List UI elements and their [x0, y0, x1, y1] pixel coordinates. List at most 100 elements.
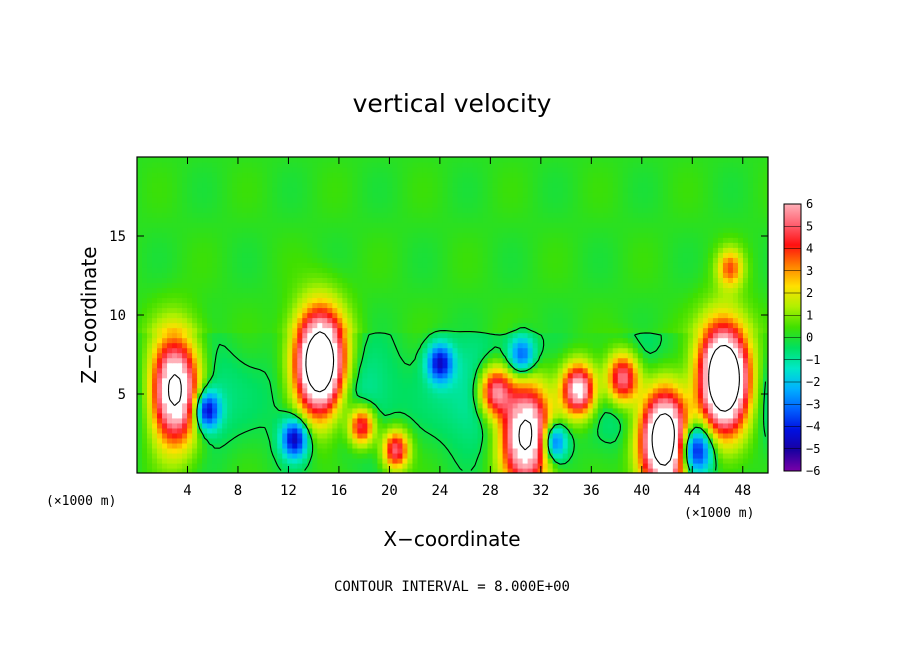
field-cell	[202, 342, 208, 349]
field-cell	[432, 387, 439, 394]
field-cell	[617, 417, 624, 424]
field-cell	[397, 412, 404, 419]
field-cell	[352, 347, 358, 354]
field-cell	[537, 342, 544, 349]
field-cell	[247, 357, 253, 364]
field-cell	[557, 337, 564, 344]
field-cell	[517, 277, 524, 283]
field-cell	[582, 402, 589, 409]
field-cell	[432, 412, 439, 419]
field-cell	[287, 337, 293, 344]
field-cell	[322, 442, 328, 449]
field-cell	[372, 302, 378, 309]
field-cell	[637, 292, 644, 299]
field-cell	[477, 377, 484, 384]
field-cell	[332, 332, 338, 339]
field-cell	[237, 467, 243, 473]
field-cell	[587, 277, 594, 283]
field-cell	[737, 277, 744, 283]
field-cell	[737, 347, 744, 354]
field-cell	[167, 362, 173, 369]
field-cell	[507, 432, 514, 439]
field-cell	[187, 352, 193, 359]
field-cell	[627, 462, 634, 469]
field-cell	[647, 392, 654, 399]
field-cell	[332, 402, 338, 409]
field-cell	[357, 412, 363, 419]
field-cell	[142, 367, 148, 374]
field-cell	[762, 407, 768, 414]
field-cell	[622, 357, 629, 364]
field-cell	[567, 417, 574, 424]
field-cell	[392, 297, 399, 304]
field-cell	[507, 287, 514, 294]
field-cell	[217, 442, 223, 449]
field-cell	[697, 467, 704, 473]
field-cell	[462, 462, 469, 469]
field-cell	[137, 442, 143, 449]
field-cell	[567, 367, 574, 374]
field-cell	[197, 432, 203, 439]
field-cell	[367, 387, 373, 394]
field-cell	[267, 327, 273, 334]
field-cell	[472, 292, 479, 299]
field-cell	[242, 432, 248, 439]
field-cell	[587, 347, 594, 354]
field-cell	[422, 337, 429, 344]
field-cell	[222, 382, 228, 389]
field-cell	[182, 382, 188, 389]
field-cell	[197, 292, 203, 299]
field-cell	[557, 322, 564, 329]
field-cell	[507, 392, 514, 399]
field-cell	[207, 347, 213, 354]
field-cell	[487, 422, 494, 429]
field-cell	[342, 377, 348, 384]
field-cell	[672, 452, 679, 459]
field-cell	[422, 387, 429, 394]
field-cell	[517, 392, 524, 399]
field-cell	[207, 432, 213, 439]
field-cell	[462, 412, 469, 419]
field-cell	[732, 432, 739, 439]
field-cell	[672, 367, 679, 374]
field-cell	[447, 287, 454, 294]
field-cell	[717, 402, 724, 409]
field-cell	[482, 407, 489, 414]
field-cell	[517, 427, 524, 434]
field-cell	[327, 417, 333, 424]
field-cell	[172, 357, 178, 364]
field-cell	[187, 277, 193, 283]
field-cell	[657, 432, 664, 439]
field-cell	[587, 422, 594, 429]
field-cell	[697, 322, 704, 329]
field-cell	[572, 382, 579, 389]
field-cell	[212, 402, 218, 409]
field-cell	[317, 382, 323, 389]
field-cell	[622, 407, 629, 414]
field-cell	[602, 282, 609, 289]
field-cell	[462, 392, 469, 399]
field-cell	[747, 387, 754, 394]
field-cell	[287, 447, 293, 454]
field-cell	[282, 302, 288, 309]
field-cell	[642, 377, 649, 384]
field-cell	[502, 412, 509, 419]
field-cell	[337, 367, 343, 374]
field-cell	[702, 352, 709, 359]
field-cell	[277, 302, 283, 309]
field-cell	[492, 347, 499, 354]
field-cell	[377, 352, 383, 359]
field-cell	[557, 442, 564, 449]
field-cell	[452, 352, 459, 359]
field-cell	[647, 452, 654, 459]
field-cell	[587, 352, 594, 359]
field-cell	[427, 422, 434, 429]
field-cell	[467, 302, 474, 309]
field-cell	[282, 357, 288, 364]
field-cell	[422, 447, 429, 454]
field-cell	[572, 357, 579, 364]
field-cell	[702, 327, 709, 334]
field-cell	[587, 417, 594, 424]
field-cell	[412, 412, 419, 419]
field-cell	[692, 312, 699, 319]
